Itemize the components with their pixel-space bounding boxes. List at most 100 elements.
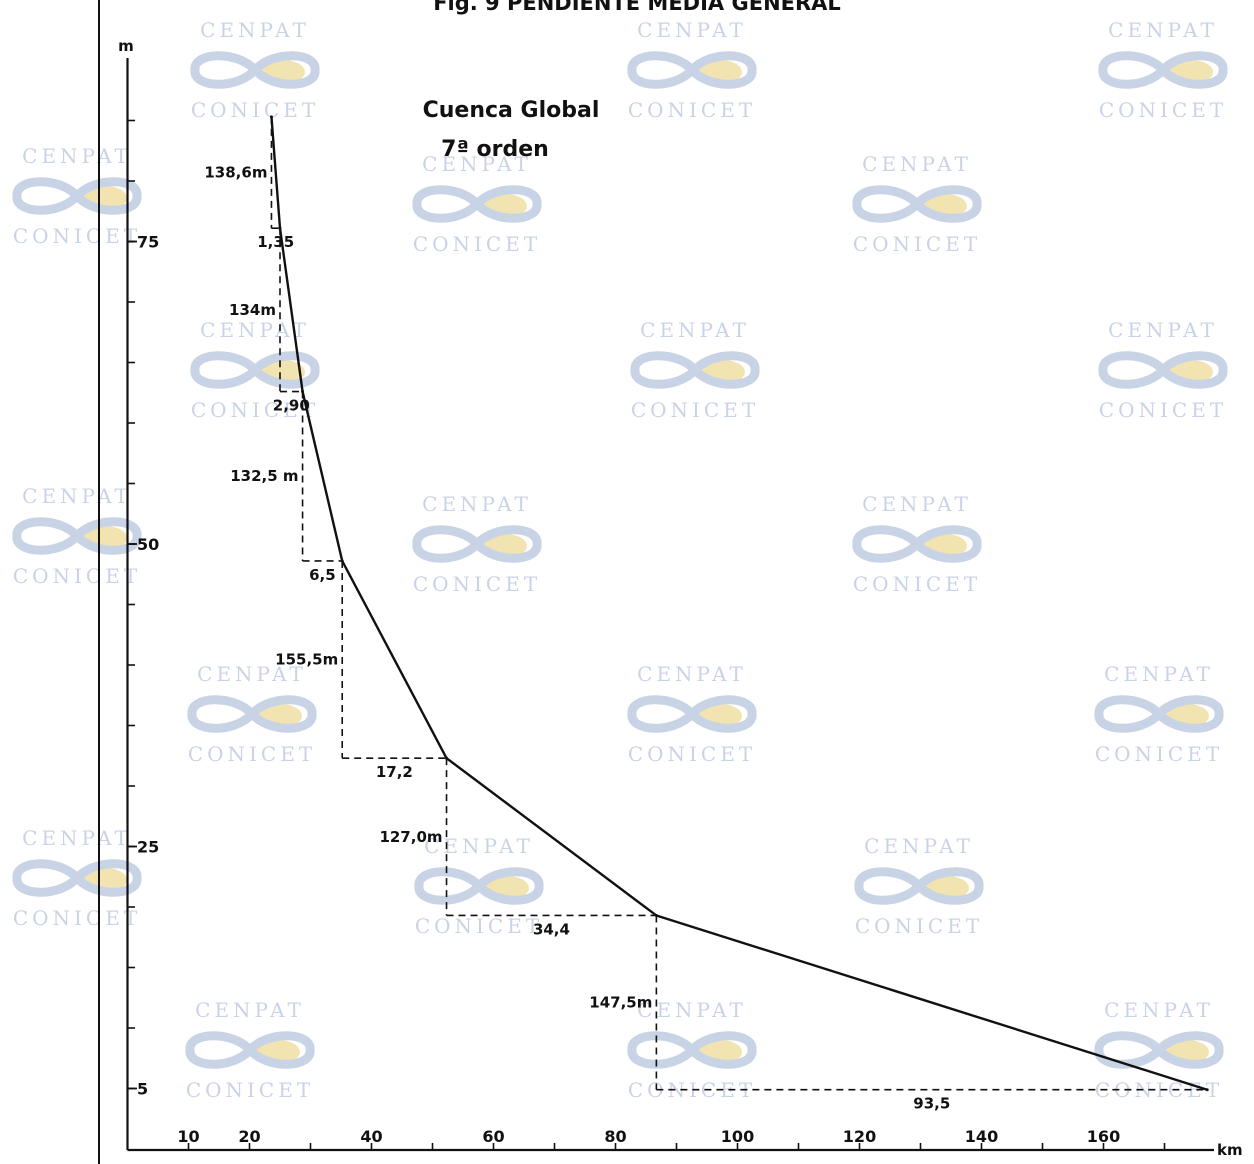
watermark-top-text: CENPAT xyxy=(200,318,310,342)
step-lines xyxy=(270,116,1208,1091)
chart-subtitle: Cuenca Global xyxy=(423,98,600,123)
infinity-logo-icon xyxy=(190,51,320,89)
x-tick-label: 60 xyxy=(482,1127,504,1146)
profile-point xyxy=(340,559,344,563)
watermark-bottom-text: CONICET xyxy=(1099,398,1227,422)
watermark-top-text: CENPAT xyxy=(637,998,747,1022)
watermark-bottom-text: CONICET xyxy=(628,742,756,766)
watermark-layer: CENPAT CONICET CENPAT CONICET CENPAT CONICET C… xyxy=(12,18,1228,1102)
infinity-logo-icon xyxy=(627,51,757,89)
drop-label: 132,5 m xyxy=(230,467,298,485)
watermark: CENPAT CONICET xyxy=(627,662,757,766)
run-label: 1,35 xyxy=(257,233,294,251)
x-tick-label: 160 xyxy=(1087,1127,1120,1146)
watermark-top-text: CENPAT xyxy=(200,18,310,42)
watermark-top-text: CENPAT xyxy=(640,318,750,342)
axes: m km 5 25 50 75 10 20 40 60 80 100 120 140 160 xyxy=(98,0,1243,1164)
infinity-logo-icon xyxy=(627,1031,757,1069)
run-label: 17,2 xyxy=(376,763,413,781)
watermark: CENPAT CONICET xyxy=(1098,18,1228,122)
watermark-bottom-text: CONICET xyxy=(191,398,319,422)
infinity-logo-icon xyxy=(852,525,982,563)
run-label: 93,5 xyxy=(913,1095,950,1113)
watermark: CENPAT CONICET xyxy=(190,18,320,122)
watermark-top-text: CENPAT xyxy=(862,492,972,516)
watermark-top-text: CENPAT xyxy=(862,152,972,176)
watermark-top-text: CENPAT xyxy=(637,662,747,686)
y-tick-label: 75 xyxy=(137,233,159,252)
infinity-logo-icon xyxy=(185,1031,315,1069)
watermark: CENPAT CONICET xyxy=(185,998,315,1102)
watermark-bottom-text: CONICET xyxy=(188,742,316,766)
x-tick-label: 80 xyxy=(604,1127,626,1146)
infinity-logo-icon xyxy=(852,185,982,223)
x-tick-label: 120 xyxy=(843,1127,876,1146)
infinity-logo-icon xyxy=(1098,351,1228,389)
watermark-top-text: CENPAT xyxy=(422,492,532,516)
infinity-logo-icon xyxy=(414,867,544,905)
watermark: CENPAT CONICET xyxy=(852,152,982,256)
drop-label: 138,6m xyxy=(204,164,267,182)
y-tick-label: 25 xyxy=(137,838,159,857)
watermark-bottom-text: CONICET xyxy=(13,224,141,248)
y-axis-label: m xyxy=(118,37,134,55)
y-tick-label: 50 xyxy=(137,535,159,554)
watermark-top-text: CENPAT xyxy=(197,662,307,686)
profile-point xyxy=(269,115,273,119)
watermark-top-text: CENPAT xyxy=(1108,18,1218,42)
x-tick-label: 20 xyxy=(238,1127,260,1146)
watermark-bottom-text: CONICET xyxy=(853,232,981,256)
order-label: 7ª orden xyxy=(441,137,549,162)
infinity-logo-icon xyxy=(190,351,320,389)
watermark: CENPAT CONICET xyxy=(627,998,757,1102)
watermark-bottom-text: CONICET xyxy=(1095,742,1223,766)
watermark-top-text: CENPAT xyxy=(637,18,747,42)
watermark-top-text: CENPAT xyxy=(1104,998,1214,1022)
watermark-top-text: CENPAT xyxy=(22,144,132,168)
watermark: CENPAT CONICET xyxy=(190,318,320,422)
run-label: 2,90 xyxy=(273,397,310,415)
watermark: CENPAT CONICET xyxy=(1094,662,1224,766)
profile-polyline xyxy=(270,116,1208,1091)
watermark-top-text: CENPAT xyxy=(195,998,305,1022)
watermark-top-text: CENPAT xyxy=(1104,662,1214,686)
watermark-bottom-text: CONICET xyxy=(628,1078,756,1102)
infinity-logo-icon xyxy=(854,867,984,905)
x-tick-label: 40 xyxy=(360,1127,382,1146)
chart-title: Fig. 9 PENDIENTE MEDIA GENERAL xyxy=(433,0,841,15)
watermark-bottom-text: CONICET xyxy=(855,914,983,938)
watermark-bottom-text: CONICET xyxy=(191,98,319,122)
infinity-logo-icon xyxy=(630,351,760,389)
drop-label: 155,5m xyxy=(275,651,338,669)
watermark-bottom-text: CONICET xyxy=(1099,98,1227,122)
watermark-top-text: CENPAT xyxy=(424,834,534,858)
drop-label: 134m xyxy=(229,301,276,319)
infinity-logo-icon xyxy=(412,525,542,563)
infinity-logo-icon xyxy=(627,695,757,733)
x-tick-label: 10 xyxy=(177,1127,199,1146)
watermark-bottom-text: CONICET xyxy=(13,906,141,930)
x-axis-label: km xyxy=(1217,1141,1243,1159)
x-tick-label: 140 xyxy=(965,1127,998,1146)
profile-line xyxy=(269,115,1209,1092)
watermark-top-text: CENPAT xyxy=(864,834,974,858)
watermark-bottom-text: CONICET xyxy=(415,914,543,938)
watermark-top-text: CENPAT xyxy=(22,484,132,508)
profile-point xyxy=(445,756,449,760)
y-tick-label: 5 xyxy=(137,1080,148,1099)
watermark-bottom-text: CONICET xyxy=(413,232,541,256)
watermark-top-text: CENPAT xyxy=(22,826,132,850)
watermark: CENPAT CONICET xyxy=(187,662,317,766)
watermark-bottom-text: CONICET xyxy=(186,1078,314,1102)
x-tick-label: 100 xyxy=(721,1127,754,1146)
infinity-logo-icon xyxy=(1098,51,1228,89)
infinity-logo-icon xyxy=(1094,1031,1224,1069)
watermark: CENPAT CONICET xyxy=(12,826,142,930)
